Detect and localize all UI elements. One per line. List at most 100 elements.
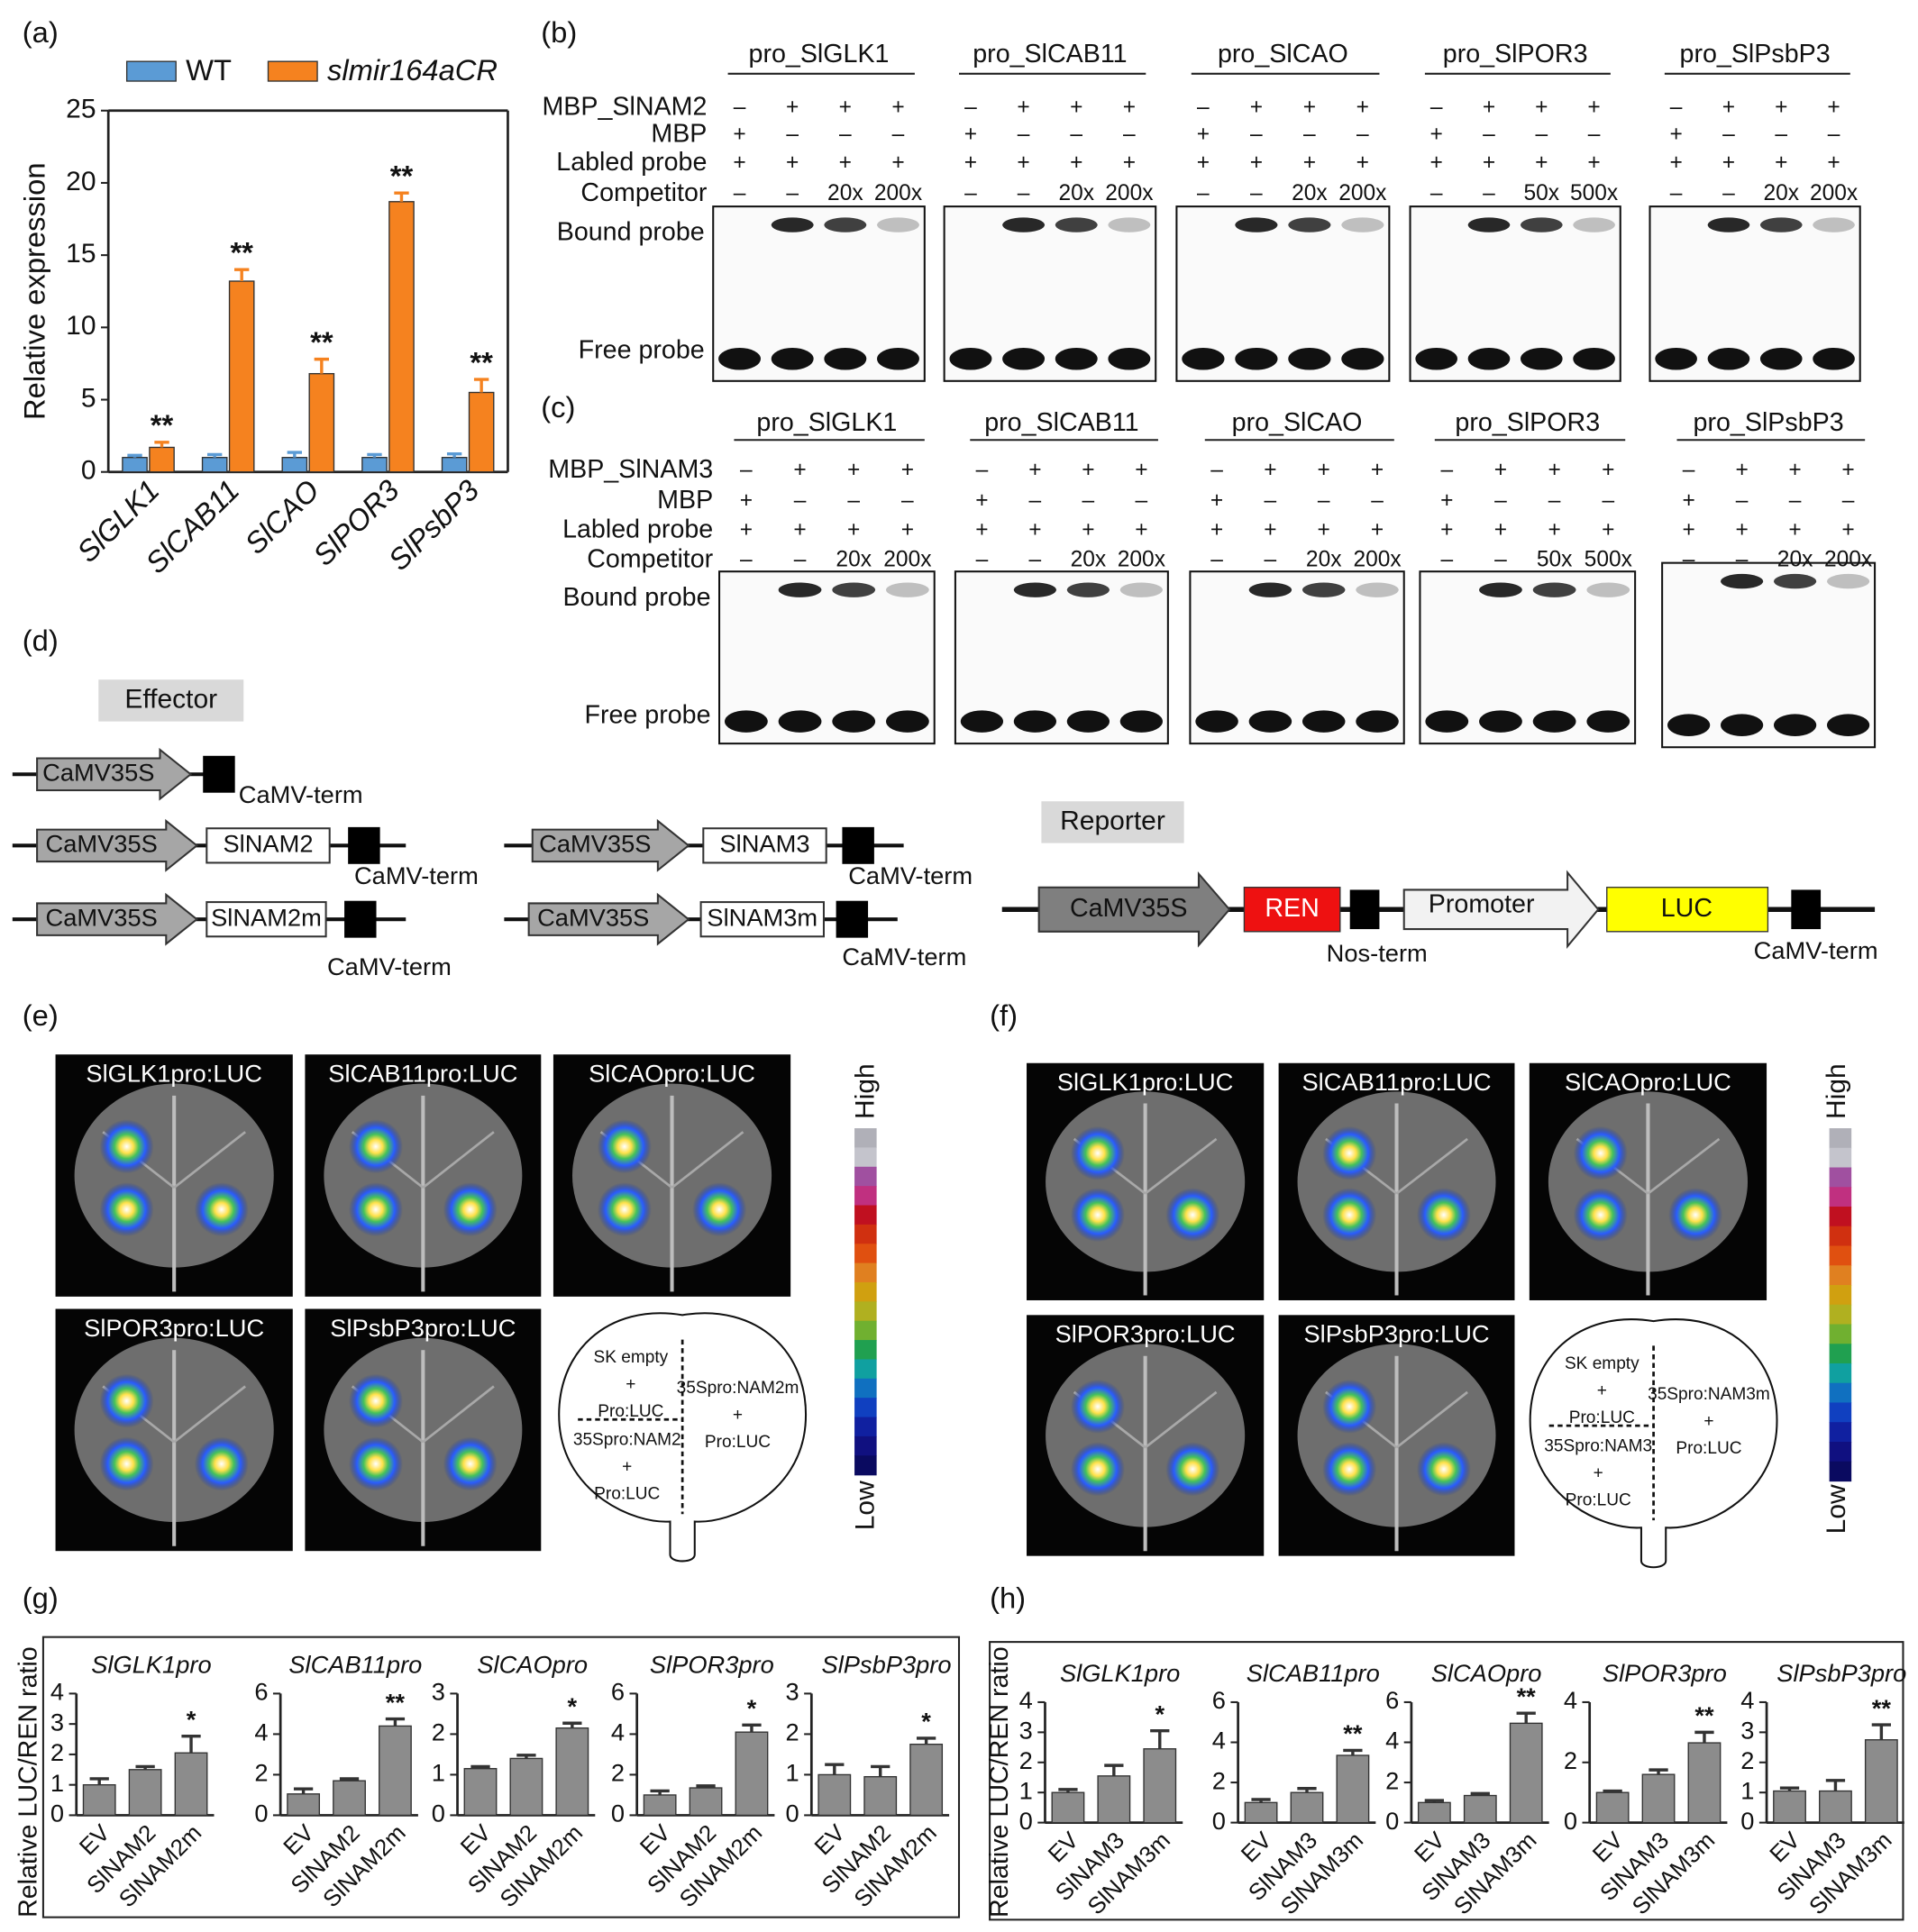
color-scale-step [1829, 1284, 1852, 1306]
chart-title: SlCAOpro [1431, 1659, 1542, 1687]
free-probe-band [886, 710, 929, 733]
y-tick-label: 5 [81, 383, 96, 413]
free-probe-band [1302, 710, 1346, 733]
free-probe-band [1774, 714, 1817, 736]
free-probe-band [771, 347, 814, 370]
free-probe-band [1467, 347, 1511, 370]
y-tick-label: 20 [66, 167, 96, 196]
color-scale-step [1829, 1207, 1852, 1227]
y-tick-label: 6 [1212, 1686, 1226, 1714]
bound-probe-band [1288, 217, 1331, 232]
lane-symbol: – [1082, 488, 1095, 513]
lane-symbol: 200x [1105, 181, 1153, 205]
group-title: pro_SlCAB11 [973, 40, 1127, 68]
promoter-label: CaMV35S [46, 830, 158, 858]
lane-symbol: – [1371, 488, 1384, 513]
lane-symbol: – [794, 488, 807, 513]
lane-symbol: – [740, 547, 753, 571]
lane-symbol: + [1371, 518, 1384, 542]
lane-symbol: + [733, 123, 745, 147]
lane-symbol: 20x [1763, 181, 1799, 205]
y-tick-label: 3 [786, 1678, 799, 1706]
bound-probe-band [1013, 582, 1056, 597]
lane-symbol: + [1735, 458, 1748, 482]
luc-spot [1165, 1188, 1220, 1243]
y-tick-label: 3 [50, 1708, 64, 1736]
bound-probe-band [1066, 582, 1110, 597]
bar [287, 1793, 321, 1817]
promoter-arrow [527, 892, 690, 946]
effector-box [98, 679, 244, 722]
lane-symbol: – [847, 488, 860, 513]
bar [863, 1775, 898, 1817]
free-probe-band [1826, 714, 1870, 736]
lane-symbol: + [901, 458, 914, 482]
promoter-arrow [36, 747, 193, 801]
lane-symbol: + [740, 518, 753, 542]
bar [1463, 1794, 1497, 1824]
y-tick-label: 1 [1019, 1776, 1033, 1804]
lane-symbol: + [786, 150, 799, 175]
color-scale-step [1829, 1402, 1852, 1423]
bar [1509, 1722, 1543, 1824]
free-probe-band [1655, 347, 1697, 370]
bar [1595, 1791, 1630, 1824]
lane-symbol: – [1356, 123, 1369, 147]
y-tick-label: 6 [611, 1678, 625, 1706]
lane-symbol: – [1588, 123, 1601, 147]
lane-symbol: 20x [1777, 547, 1813, 571]
free-probe-band [1759, 347, 1803, 370]
lane-symbol: + [1788, 518, 1801, 542]
lane-symbol: + [1210, 518, 1223, 542]
luc-spot [597, 1119, 652, 1174]
significance-label: ** [390, 159, 414, 192]
scheme-text: 35Spro:NAM3 [1544, 1436, 1652, 1455]
lane-symbol: – [1136, 488, 1148, 513]
bound-probe-band [778, 582, 822, 597]
terminator-box [1791, 889, 1822, 930]
lane-symbol: – [1828, 123, 1840, 147]
luc-spot [1668, 1188, 1723, 1243]
y-tick-label: 2 [50, 1738, 64, 1766]
lane-symbol: + [1602, 458, 1614, 482]
test-promoter-label: Promoter [1429, 890, 1535, 919]
group-title: pro_SlPsbP3 [1680, 40, 1831, 68]
lane-symbol: – [839, 123, 852, 147]
luc-spot [1573, 1188, 1628, 1243]
leaf-vein [1395, 1390, 1468, 1449]
bar [388, 201, 415, 473]
bound-probe-band [824, 217, 867, 232]
luc-spot [1070, 1379, 1125, 1434]
scheme-text: + [626, 1375, 635, 1394]
promoter-arrow [36, 818, 199, 872]
terminator-label: Nos-term [1327, 939, 1428, 967]
significance-label: ** [151, 408, 174, 442]
luc-spot [443, 1436, 498, 1491]
lane-symbol: – [901, 488, 914, 513]
color-scale-step [854, 1455, 877, 1476]
group-title: pro_SlCAO [1232, 408, 1363, 437]
free-probe-band [877, 347, 919, 370]
luc-spot [348, 1373, 403, 1428]
color-scale-step [1829, 1147, 1852, 1169]
lane-symbol: – [1736, 488, 1749, 513]
lane-symbol: + [839, 150, 852, 175]
lane-symbol: – [1197, 181, 1210, 205]
effector-label: Effector [124, 684, 217, 714]
lane-symbol: + [1548, 518, 1560, 542]
bound-probe-band [1826, 573, 1870, 589]
row-label: Labled probe [562, 515, 713, 544]
lane-symbol: + [1602, 518, 1614, 542]
free-probe-band [718, 347, 762, 370]
luc-spot [692, 1182, 747, 1237]
panel-g-frame [41, 1636, 961, 1918]
bar [909, 1743, 944, 1817]
bound-probe-band [1108, 217, 1151, 232]
significance-label: * [747, 1694, 757, 1722]
free-probe-band [1532, 710, 1576, 733]
image-label: SlPOR3pro:LUC [84, 1314, 264, 1342]
y-axis-label: Relative LUC/REN ratio [14, 1646, 42, 1918]
bar [463, 1767, 498, 1817]
bar [817, 1773, 852, 1817]
color-scale-step [854, 1320, 877, 1341]
